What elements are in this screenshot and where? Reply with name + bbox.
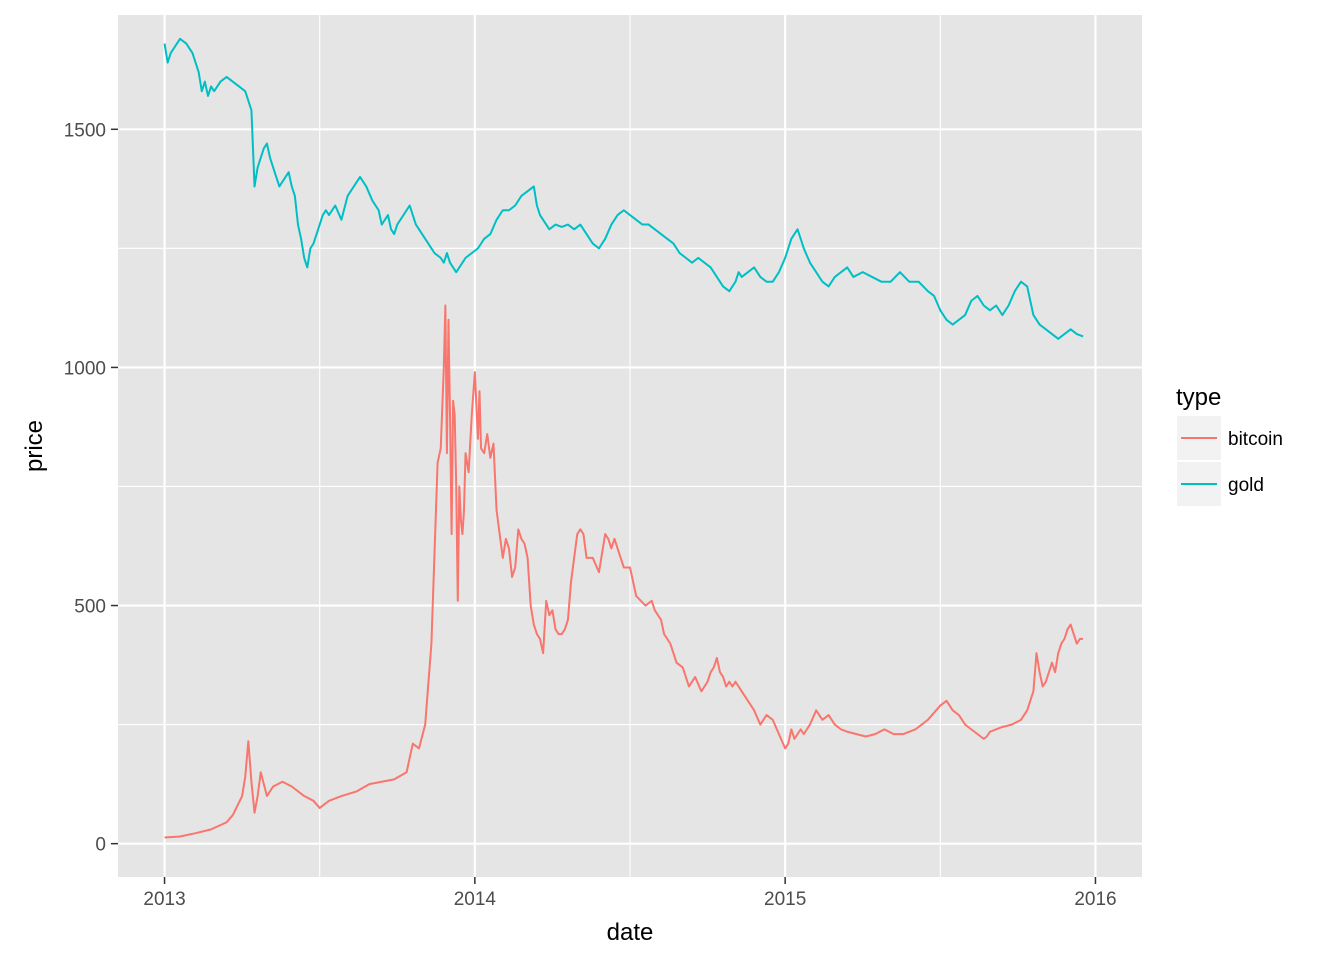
x-axis-title: date [607, 919, 654, 946]
x-axis: 2013 2014 2015 2016 [143, 877, 1117, 910]
legend-label-gold: gold [1228, 475, 1264, 496]
y-axis: 0 500 1000 1500 [64, 120, 118, 856]
y-axis-title: price [21, 420, 48, 472]
y-tick-label: 0 [95, 835, 106, 856]
minor-gridlines [118, 15, 1142, 877]
y-tick-label: 500 [74, 597, 106, 618]
y-tick-label: 1000 [64, 358, 106, 379]
legend-label-bitcoin: bitcoin [1228, 429, 1283, 450]
legend-items: bitcoin gold [1177, 416, 1283, 506]
x-tick-label: 2015 [764, 889, 806, 910]
series-line-gold [163, 37, 1084, 340]
x-tick-label: 2016 [1074, 889, 1116, 910]
legend: type bitcoin gold [1176, 384, 1283, 506]
y-tick-label: 1500 [64, 120, 106, 141]
major-gridlines [118, 15, 1142, 877]
legend-title: type [1176, 384, 1221, 411]
x-tick-label: 2014 [454, 889, 497, 910]
series-lines [163, 37, 1084, 839]
x-tick-label: 2013 [143, 889, 185, 910]
series-line-bitcoin [164, 304, 1084, 839]
